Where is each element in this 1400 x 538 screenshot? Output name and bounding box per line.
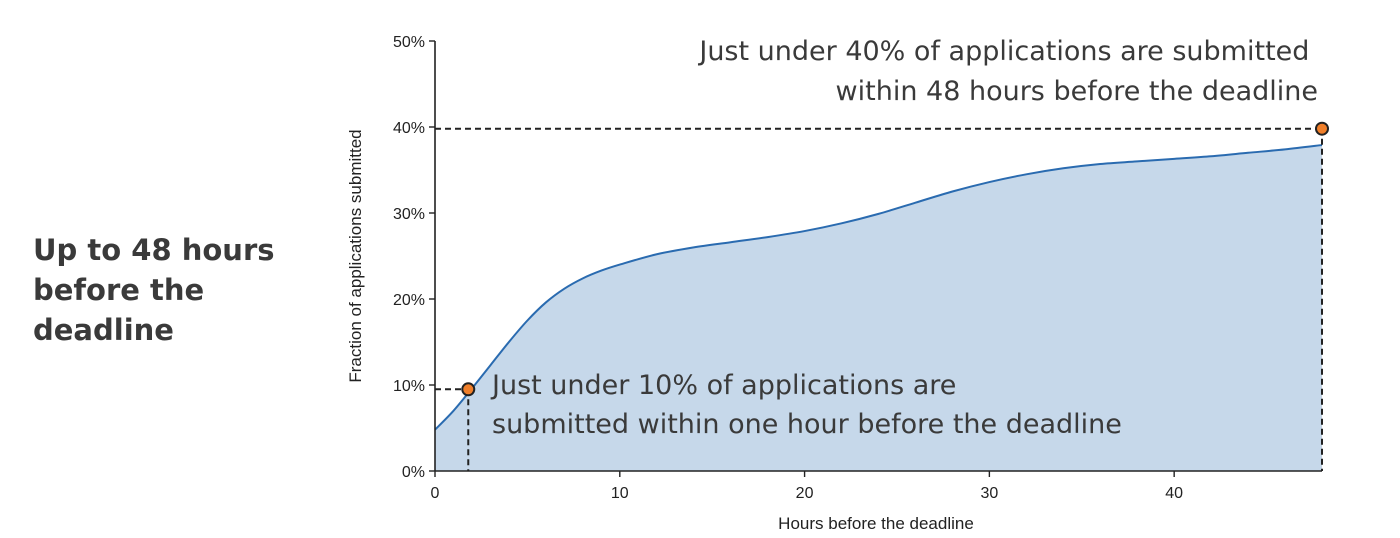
- highlight-markers: [461, 121, 1329, 397]
- annotations: Just under 10% of applications are submi…: [490, 36, 1318, 440]
- annotation-48-hours-line-2: within 48 hours before the deadline: [836, 76, 1318, 107]
- plot-area: [434, 144, 1323, 471]
- side-title-line-2: before the: [33, 273, 205, 307]
- area-fill: [435, 145, 1322, 471]
- annotation-one-hour-line-2: submitted within one hour before the dea…: [492, 409, 1122, 440]
- y-tick-label-3: 30%: [393, 206, 425, 223]
- annotation-48-hours-line-1: Just under 40% of applications are submi…: [697, 36, 1309, 67]
- y-tick-label-1: 10%: [393, 378, 425, 395]
- x-tick-label-2: 20: [796, 485, 814, 502]
- guide-lines: [435, 127, 1323, 471]
- side-title-line-3: deadline: [33, 313, 174, 347]
- x-tick-label-1: 10: [611, 485, 629, 502]
- annotation-48-hours: Just under 40% of applications are submi…: [697, 36, 1318, 107]
- y-tick-label-5: 50%: [393, 34, 425, 51]
- annotation-one-hour-line-1: Just under 10% of applications are: [490, 370, 956, 401]
- y-tick-label-4: 40%: [393, 120, 425, 137]
- axes: 0% 10% 20% 30% 40% 50% 0 10 20 30 40: [393, 34, 1322, 502]
- x-tick-label-3: 30: [980, 485, 998, 502]
- highlight-marker-2: [1315, 121, 1329, 136]
- side-title: Up to 48 hours before the deadline: [33, 230, 313, 350]
- cumulative-line: [434, 144, 1323, 431]
- x-axis-label: Hours before the deadline: [778, 514, 974, 533]
- highlight-marker-1: [461, 382, 476, 397]
- y-tick-label-0: 0%: [402, 464, 425, 481]
- x-tick-label-0: 0: [431, 485, 440, 502]
- x-tick-label-4: 40: [1165, 485, 1183, 502]
- y-axis-label: Fraction of applications submitted: [346, 129, 365, 382]
- y-tick-label-2: 20%: [393, 292, 425, 309]
- side-title-line-1: Up to 48 hours: [33, 233, 275, 267]
- annotation-one-hour: Just under 10% of applications are submi…: [490, 370, 1122, 440]
